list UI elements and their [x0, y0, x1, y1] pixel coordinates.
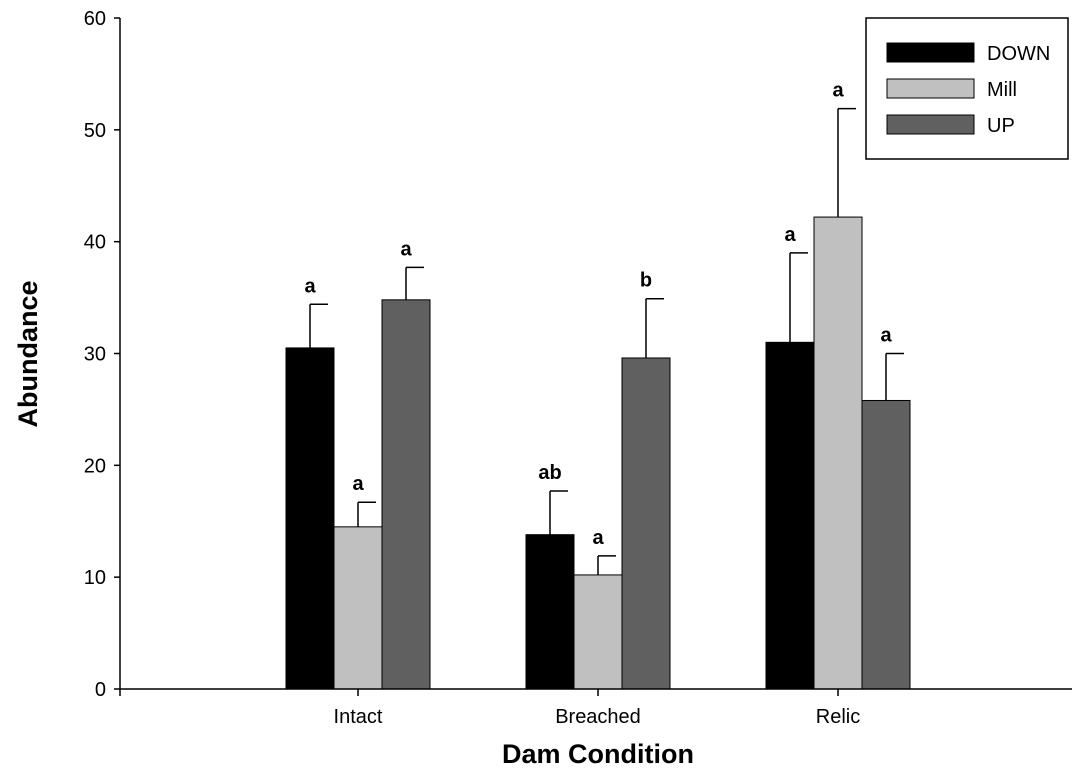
significance-label: a	[352, 473, 364, 495]
significance-label: a	[592, 527, 604, 549]
y-tick-label: 20	[84, 455, 106, 477]
y-axis-title: Abundance	[13, 280, 43, 427]
legend-swatch	[886, 42, 975, 63]
y-tick-label: 60	[84, 8, 106, 30]
x-tick-label: Breached	[555, 706, 641, 728]
y-tick-label: 50	[84, 120, 106, 142]
legend-label: DOWN	[987, 43, 1050, 65]
significance-label: a	[832, 80, 844, 102]
legend-swatch	[886, 114, 975, 135]
x-tick-label: Relic	[816, 706, 860, 728]
significance-label: b	[640, 270, 652, 292]
x-axis-title: Dam Condition	[502, 739, 694, 769]
y-tick-label: 40	[84, 232, 106, 254]
y-tick-label: 0	[95, 679, 106, 701]
y-axis: 0 10 20 30 40 50 60	[84, 8, 121, 701]
bar	[861, 399, 911, 690]
significance-label: ab	[538, 462, 561, 484]
significance-label: a	[784, 224, 796, 246]
bar	[813, 216, 863, 690]
legend-label: UP	[987, 115, 1015, 137]
bar	[525, 534, 575, 690]
legend-label: Mill	[987, 79, 1017, 101]
bar	[573, 574, 623, 690]
x-tick-label: Intact	[334, 706, 383, 728]
x-axis: Intact Breached Relic	[119, 688, 1072, 728]
bar	[765, 341, 815, 690]
y-tick-label: 10	[84, 567, 106, 589]
bar	[621, 357, 671, 690]
significance-label: a	[880, 325, 892, 347]
significance-label: a	[400, 238, 412, 260]
legend: DOWN Mill UP	[865, 17, 1069, 160]
legend-swatch	[886, 78, 975, 99]
significance-label: a	[304, 275, 316, 297]
bar	[381, 299, 431, 690]
y-tick-label: 30	[84, 344, 106, 366]
bar	[285, 347, 335, 690]
bar	[333, 526, 383, 690]
